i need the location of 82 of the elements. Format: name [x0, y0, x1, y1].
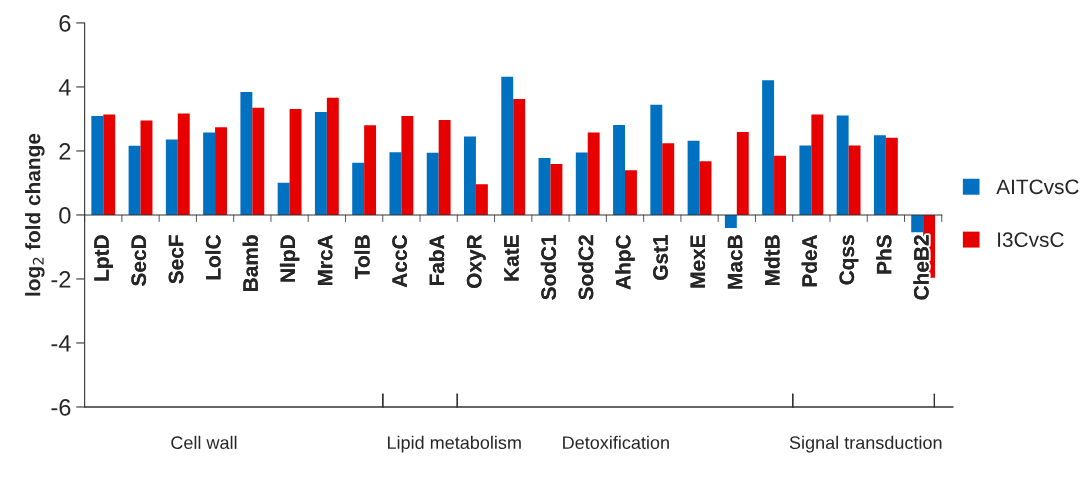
y-tick-label: -6	[51, 399, 71, 416]
bar	[364, 125, 377, 215]
x-tick-label: NlpD	[279, 235, 300, 282]
bar	[438, 119, 451, 215]
bar	[774, 155, 786, 215]
x-tick-label: MexE	[690, 235, 706, 288]
bar	[252, 107, 265, 215]
bar	[799, 145, 812, 215]
bar	[873, 135, 886, 215]
text: Detoxification	[563, 435, 669, 450]
bar	[475, 184, 488, 215]
x-tick-label: MrcA	[317, 234, 333, 286]
bar	[811, 114, 824, 215]
x-tick-label: AccC	[392, 234, 407, 288]
x-tick-label: PdeA	[801, 234, 817, 287]
x-tick-label: SodC1	[540, 234, 557, 300]
y-tick-label: 6	[59, 15, 71, 32]
x-tick-label: LolC	[205, 234, 221, 280]
bar	[550, 164, 563, 215]
bar	[103, 114, 116, 215]
text: Signal transduction	[789, 435, 942, 453]
bar	[699, 161, 712, 215]
bar	[848, 145, 861, 215]
bar	[501, 76, 514, 215]
bar	[836, 115, 849, 215]
bar	[128, 145, 141, 215]
bar	[426, 152, 439, 215]
bar	[314, 111, 327, 215]
text: Lipid metabolism	[387, 435, 521, 453]
legend-label: AITCvsC	[996, 179, 1079, 195]
x-tick-label: SecD	[131, 235, 147, 286]
bar	[389, 152, 402, 215]
x-tick-label: FabA	[428, 234, 445, 286]
y-tick-label: -2	[51, 271, 71, 288]
x-tick-label: AhpC	[615, 234, 635, 290]
x-tick-label: TolB	[354, 235, 370, 279]
bar	[91, 116, 104, 215]
x-tick-label: SodC2	[578, 235, 594, 300]
bar	[326, 97, 339, 215]
x-tick-label: OxyR	[466, 234, 486, 288]
bar	[140, 120, 153, 215]
x-tick-label: CheB2	[913, 235, 929, 300]
bar	[352, 162, 365, 215]
bar	[613, 125, 626, 215]
y-axis-title: log$_{2}$ fold change	[25, 133, 45, 296]
bar	[650, 104, 663, 215]
bar	[587, 132, 600, 215]
bar	[203, 132, 216, 215]
x-tick-label: LptD	[94, 235, 113, 281]
x-tick-label: MacB	[727, 235, 743, 289]
y-tick-label: -4	[51, 335, 71, 352]
x-tick-label: SecF	[168, 235, 184, 284]
x-tick-label: Gst1	[653, 234, 668, 280]
bar	[662, 143, 675, 215]
bar	[289, 109, 302, 215]
bar	[464, 136, 476, 215]
bar	[277, 182, 290, 215]
bar	[762, 80, 775, 215]
bar	[736, 132, 749, 215]
bar	[625, 170, 637, 215]
bar	[240, 92, 253, 215]
bar	[911, 214, 924, 233]
x-tick-label: Bamb	[242, 235, 258, 291]
text: Cell wall	[171, 435, 237, 450]
bar	[575, 152, 588, 215]
bar	[885, 137, 898, 215]
bar	[401, 116, 414, 215]
y-tick-label: 2	[59, 143, 71, 160]
bar	[513, 99, 526, 215]
legend-label: I3CvsC	[998, 232, 1064, 248]
x-tick-label: KatE	[504, 235, 519, 281]
y-tick-label: 4	[58, 79, 71, 96]
bar	[177, 113, 190, 215]
bar	[538, 157, 551, 215]
bar	[724, 214, 737, 229]
x-tick-label: MdtB	[764, 235, 780, 286]
bar	[165, 139, 178, 215]
x-tick-label: PhS	[876, 235, 892, 274]
x-tick-label: Cqss	[839, 235, 859, 285]
bar	[215, 127, 227, 215]
bar	[687, 140, 700, 215]
y-tick-label: 0	[59, 207, 71, 224]
